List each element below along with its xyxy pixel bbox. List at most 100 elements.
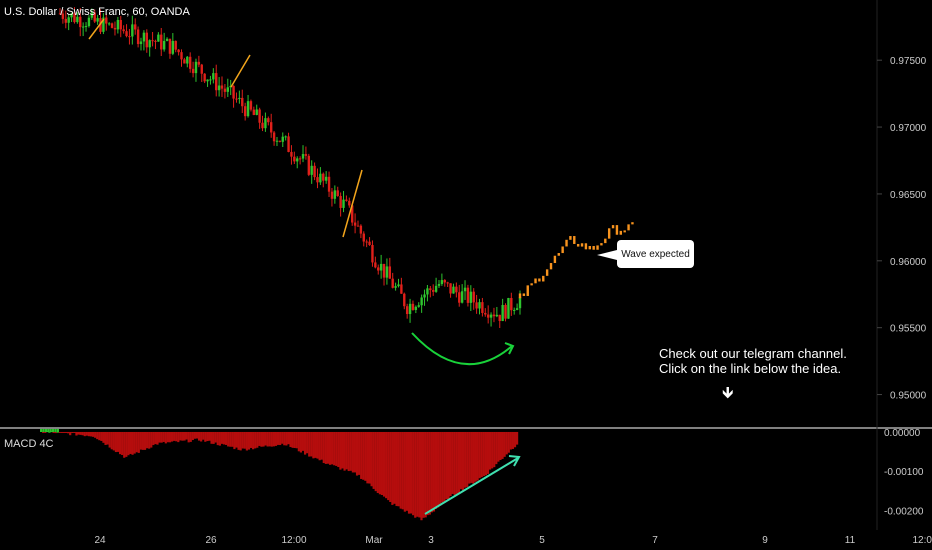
macd-bar [177,431,180,443]
macd-bar [83,431,86,437]
candle-body [243,106,247,117]
candle-body [110,23,114,28]
macd-bar [131,431,134,455]
macd-bar [470,431,473,483]
candle-body [478,302,481,309]
macd-bar [407,431,411,514]
price-axis[interactable]: 0.97500 0.97000 0.96500 0.96000 0.95500 0.950… [877,56,927,402]
projection-candle [623,230,626,233]
candle-body [371,245,374,263]
candle-body [261,122,264,129]
candle-body [501,304,504,322]
projection-candle [631,222,634,225]
trend-line-3[interactable] [342,169,363,238]
macd-bar [208,431,211,441]
macd-bar [283,431,286,446]
macd-bar [464,431,467,488]
macd-bar [339,431,342,470]
macd-bar [484,431,488,476]
projection-candle [542,275,545,282]
candle-body [249,101,253,110]
macd-bar [401,431,404,510]
trend-line-2[interactable] [230,54,251,88]
candle-body [102,17,105,32]
price-tick-label: 0.96500 [890,190,927,201]
macd-bar [168,431,172,443]
projection-candle [549,263,553,270]
macd-bar [87,431,91,437]
candle-body [515,308,519,310]
macd-bar [513,431,517,448]
macd-trend-arrowhead [508,455,521,467]
macd-bar [71,431,74,434]
projection-candle [611,225,615,229]
candle-body [353,222,357,226]
cup-arc[interactable] [411,332,513,366]
candle-body [113,27,117,30]
macd-trend-arrow[interactable] [424,457,519,515]
macd-bar [85,431,88,436]
trend-line-1[interactable] [88,18,105,40]
candle-body [463,287,467,292]
wave-expected-callout[interactable]: Wave expected [617,240,694,268]
time-tick-label: 11 [845,535,856,546]
candle-body [252,109,256,115]
macd-bar [399,431,402,509]
candle-body [385,266,389,278]
macd-bar-positive [42,428,45,432]
macd-tick-label: 0.00000 [884,428,921,439]
macd-bar [331,431,334,465]
macd-tick-label: -0.00200 [884,506,924,517]
macd-bar [293,431,296,448]
candle-body [258,109,261,123]
macd-bar [418,431,421,518]
macd-bar [272,431,276,447]
macd-bar [235,431,238,448]
macd-indicator-label[interactable]: MACD 4C [4,438,54,450]
candle-body [235,98,238,100]
macd-bar [216,431,219,446]
macd-bar-positive [47,428,50,432]
note-line-2: Click on the link below the idea. [659,361,842,376]
macd-bar [380,431,384,496]
candle-body [359,225,363,234]
macd-bar [445,431,448,500]
projection-candle [522,293,526,296]
candle-body [191,68,195,74]
candle-body [168,38,172,54]
macd-bar-positive [56,428,59,432]
candle-body [160,34,163,50]
macd-bar [295,431,298,449]
symbol-title[interactable]: U.S. Dollar / Swiss Franc, 60, OANDA [4,6,190,18]
candle-body [107,23,111,25]
macd-bar [141,431,145,450]
macd-bar [291,431,294,448]
macd-bar [100,431,103,441]
macd-bar [67,431,70,434]
macd-bar [229,431,232,447]
telegram-note[interactable]: Check out our telegram channel. Click on… [659,346,847,376]
candle-body [316,177,319,183]
candle-body [177,49,180,53]
candle-body [391,278,394,288]
macd-axis[interactable]: 0.00000 -0.00100 -0.00200 [884,428,924,517]
time-tick-label: 7 [652,535,658,546]
candle-body [139,41,143,45]
macd-bar [437,431,440,508]
candle-body [469,291,473,303]
macd-bar [106,431,109,445]
candle-body [79,16,82,28]
time-axis[interactable]: 24 26 12:00 Mar 3 5 7 9 11 12:00 [94,535,932,546]
macd-bar [214,431,217,443]
macd-bar [270,431,273,447]
macd-bar [378,431,382,495]
candle-body [116,19,120,30]
macd-bar [135,431,138,453]
candle-body [154,40,157,42]
projection-candle [518,293,522,299]
macd-bar [181,431,184,441]
candle-body [504,304,507,319]
macd-bar [416,431,419,517]
macd-bar [505,431,508,455]
